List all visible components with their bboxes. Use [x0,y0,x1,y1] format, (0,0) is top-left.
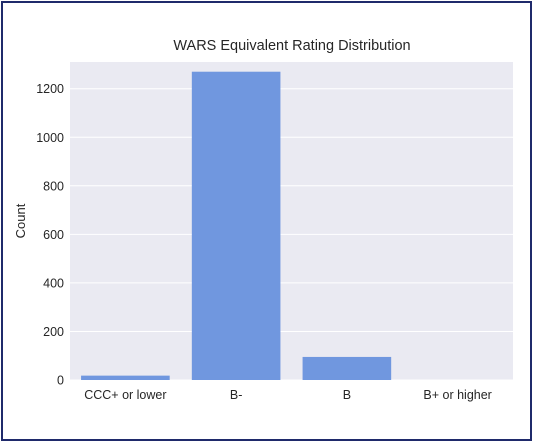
y-axis-label: Count [13,203,28,238]
y-axis-ticks: 0 200 400 600 800 1000 1200 [36,82,64,387]
x-tick-label: B+ or higher [423,388,491,402]
bar-ccc-or-lower [81,375,170,380]
x-tick-label: B [343,388,351,402]
y-tick-label: 0 [57,374,64,388]
bars [81,71,392,380]
y-tick-label: 1200 [36,82,64,96]
y-tick-label: 600 [43,228,64,242]
y-tick-label: 200 [43,325,64,339]
y-tick-label: 800 [43,179,64,193]
y-tick-label: 1000 [36,131,64,145]
plot-area [70,62,513,380]
chart-title: WARS Equivalent Rating Distribution [173,38,410,54]
bar-b [191,71,281,380]
y-tick-label: 400 [43,276,64,290]
x-axis-ticks: CCC+ or lower B- B B+ or higher [84,388,492,402]
x-tick-label: CCC+ or lower [84,388,166,402]
bar-b [302,356,392,380]
x-tick-label: B- [230,388,243,402]
